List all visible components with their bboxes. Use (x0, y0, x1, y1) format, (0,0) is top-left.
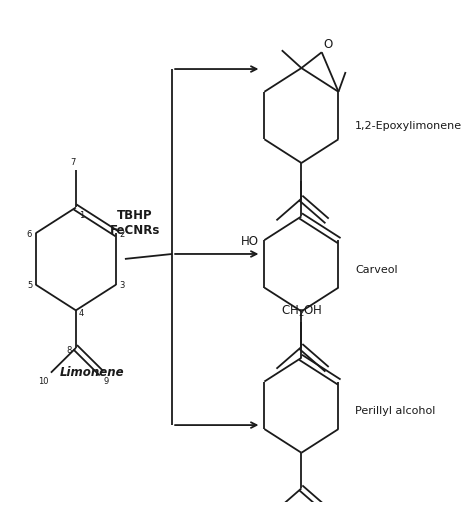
Text: O: O (324, 38, 333, 51)
Text: Limonene: Limonene (60, 365, 125, 378)
Text: Perillyl alcohol: Perillyl alcohol (355, 406, 435, 416)
Text: 3: 3 (119, 281, 125, 289)
Text: 4: 4 (79, 309, 84, 318)
Text: CH$_2$OH: CH$_2$OH (281, 304, 322, 319)
Text: Carveol: Carveol (355, 264, 398, 274)
Text: 6: 6 (27, 229, 32, 238)
Text: HO: HO (241, 234, 259, 247)
Text: 2: 2 (119, 229, 125, 238)
Text: 5: 5 (27, 281, 32, 289)
Text: TBHP
FeCNRs: TBHP FeCNRs (109, 209, 160, 237)
Text: 1,2-Epoxylimonene: 1,2-Epoxylimonene (355, 121, 462, 131)
Text: 10: 10 (38, 376, 48, 385)
Text: 8: 8 (66, 345, 72, 355)
Text: 7: 7 (71, 158, 76, 167)
Text: 9: 9 (103, 376, 109, 385)
Text: 1: 1 (80, 211, 85, 220)
